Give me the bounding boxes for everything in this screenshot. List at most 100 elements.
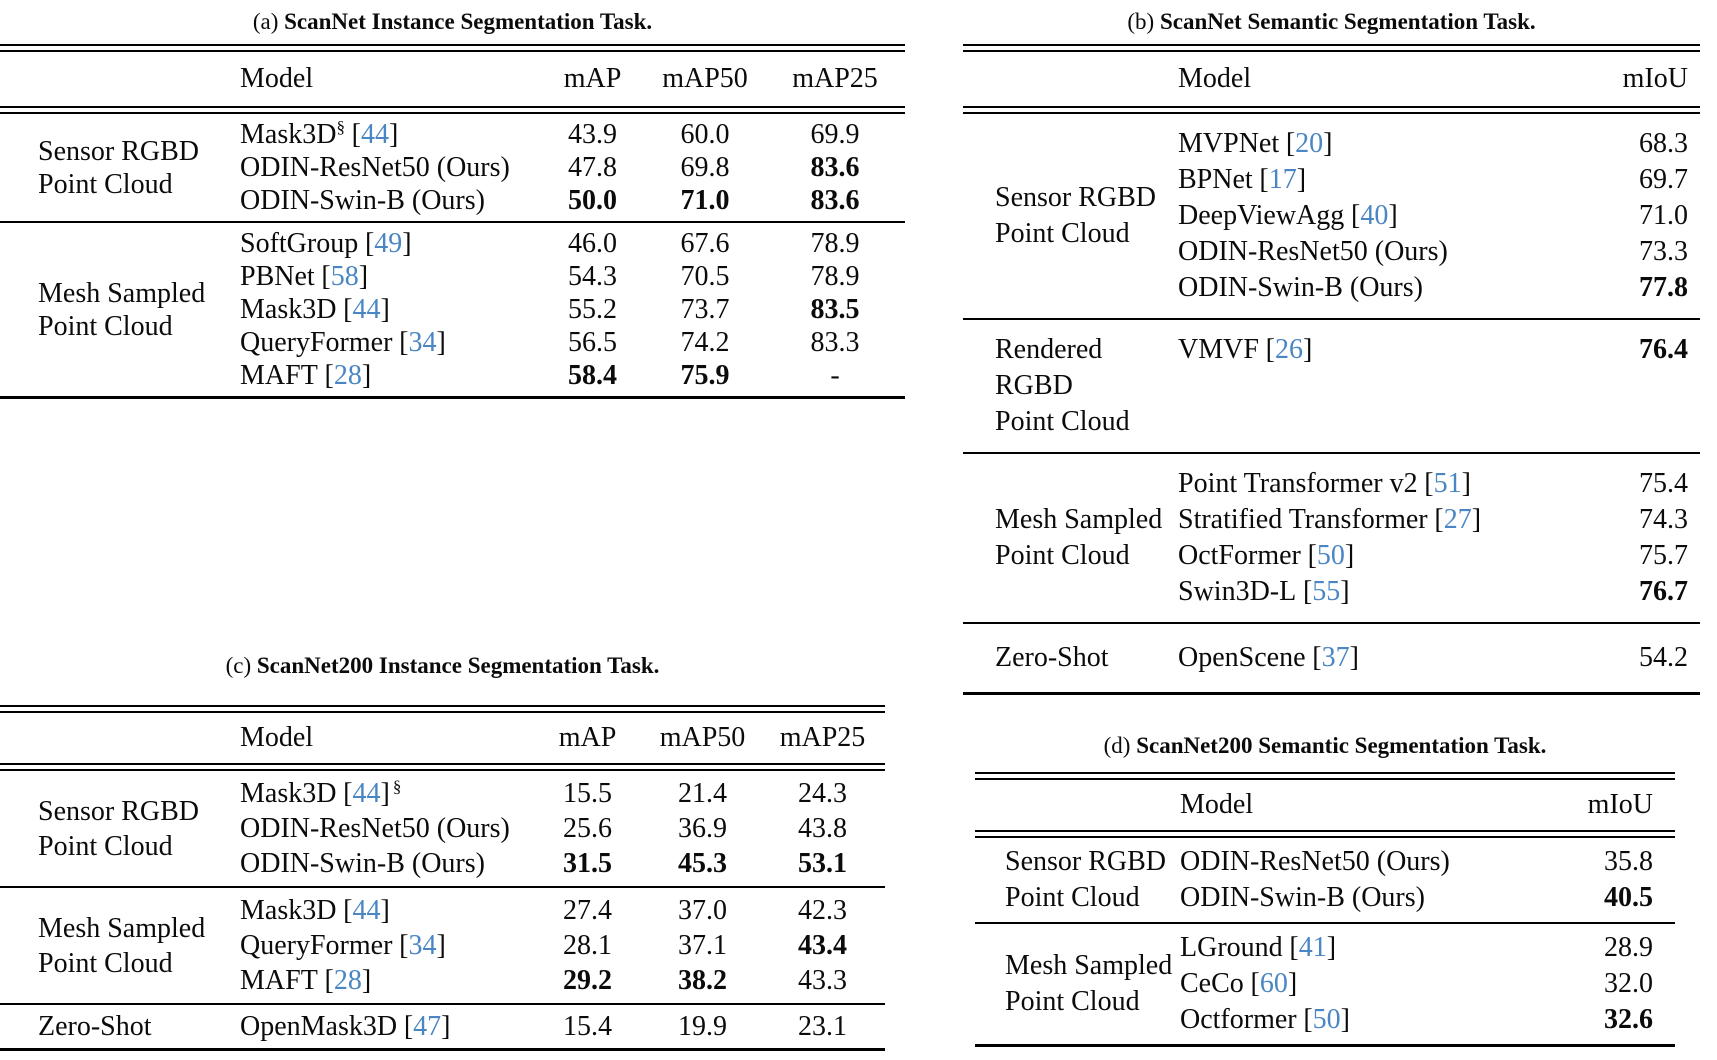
model-name: MAFT <box>240 360 318 391</box>
citation-link[interactable]: 55 <box>1303 576 1350 607</box>
model-name: OctFormer <box>1178 540 1301 571</box>
table-rule-header <box>0 763 885 771</box>
map50-value: 67.6 <box>680 228 730 259</box>
citation-link[interactable]: 26 <box>1266 334 1313 365</box>
citation-link[interactable]: 50 <box>1303 1004 1350 1035</box>
model-name: Mask3D <box>240 294 337 325</box>
citation-link[interactable]: 34 <box>399 327 446 358</box>
table-row: Octformer50 32.6 <box>1180 1002 1675 1038</box>
map50-value: 70.5 <box>680 261 730 292</box>
map50-value: 36.9 <box>678 813 727 844</box>
citation-link[interactable]: 44 <box>343 895 390 926</box>
citation-link[interactable]: 44 <box>343 294 390 325</box>
group-label: Sensor RGBD Point Cloud <box>38 795 200 862</box>
map25-value: 42.3 <box>798 895 847 926</box>
table-row: ODIN-ResNet50 (Ours) 35.8 <box>1180 844 1675 880</box>
map50-value: 75.9 <box>680 360 730 391</box>
group-label: Zero-Shot <box>995 642 1109 673</box>
map50-value: 73.7 <box>680 294 730 325</box>
column-header: mAP25 <box>779 722 866 753</box>
model-cell: OctFormer50 <box>1178 538 1538 574</box>
map25-value: 83.3 <box>810 327 860 358</box>
table-row: ODIN-Swin-B (Ours) 77.8 <box>1178 270 1700 306</box>
map25-value: 43.8 <box>798 813 847 844</box>
model-name: Mask3D <box>240 778 337 809</box>
miou-value: 75.7 <box>1639 540 1688 571</box>
citation-link[interactable]: 40 <box>1351 200 1398 231</box>
map-value: 15.4 <box>563 1011 612 1042</box>
model-name: ODIN-ResNet50 (Ours) <box>240 152 510 183</box>
map-value: 29.2 <box>563 965 612 996</box>
model-cell: PBNet58 <box>240 260 540 293</box>
miou-value: 28.9 <box>1604 932 1653 963</box>
citation-link[interactable]: 17 <box>1259 164 1306 195</box>
citation-link[interactable]: 41 <box>1289 932 1336 963</box>
model-cell: MAFT28 <box>240 359 540 392</box>
map-value: 50.0 <box>568 185 617 216</box>
model-cell: ODIN-ResNet50 (Ours) <box>1178 234 1538 270</box>
miou-value: 68.3 <box>1639 128 1688 159</box>
citation-link[interactable]: 50 <box>1308 540 1355 571</box>
map50-value: 37.0 <box>678 895 727 926</box>
table-row: Mask3D44 27.4 37.0 42.3 <box>240 893 885 928</box>
citation-link[interactable]: 44 <box>343 778 390 809</box>
map-value: 54.3 <box>568 261 617 292</box>
miou-value: 74.3 <box>1639 504 1688 535</box>
table-row: Mask3D44§ 15.5 21.4 24.3 <box>240 776 885 811</box>
column-header: mAP25 <box>792 63 878 94</box>
citation-link[interactable]: 28 <box>325 965 372 996</box>
section-mark: § <box>392 776 402 796</box>
table-rule-group <box>0 1003 885 1005</box>
citation-link[interactable]: 47 <box>404 1011 451 1042</box>
table-rule-header <box>0 106 905 114</box>
model-cell: Mask3D44 <box>240 893 530 928</box>
table-row: ODIN-ResNet50 (Ours) 47.8 69.8 83.6 <box>240 151 905 184</box>
table-rule-bottom <box>0 1048 885 1051</box>
table-rule-top <box>0 44 905 52</box>
model-cell: OpenScene37 <box>1178 640 1538 676</box>
citation-link[interactable]: 20 <box>1286 128 1333 159</box>
model-cell: ODIN-Swin-B (Ours) <box>1180 880 1530 916</box>
table-rule-top <box>963 44 1700 52</box>
map25-value: 83.5 <box>810 294 860 325</box>
map-value: 47.8 <box>568 152 617 183</box>
map-value: 28.1 <box>563 930 612 961</box>
map50-value: 74.2 <box>680 327 730 358</box>
map25-value: 43.3 <box>798 965 847 996</box>
column-header: mAP50 <box>659 722 746 753</box>
miou-value: 35.8 <box>1604 846 1653 877</box>
group-label: Rendered RGBD Point Cloud <box>995 334 1130 437</box>
citation-link[interactable]: 51 <box>1424 468 1471 499</box>
table-row: Point Transformer v251 75.4 <box>1178 466 1700 502</box>
table-b-scannet-semantic: (b) ScanNet Semantic Segmentation Task. … <box>963 4 1700 695</box>
miou-value: 32.6 <box>1604 1004 1653 1035</box>
table-row: SoftGroup49 46.0 67.6 78.9 <box>240 227 905 260</box>
row-group-mesh-sampled: Mesh Sampled Point Cloud SoftGroup49 46.… <box>0 223 905 396</box>
column-header: Model <box>1178 63 1252 94</box>
model-name: ODIN-Swin-B (Ours) <box>240 185 485 216</box>
model-cell: CeCo60 <box>1180 966 1530 1002</box>
citation-link[interactable]: 37 <box>1312 642 1359 673</box>
citation-link[interactable]: 28 <box>325 360 372 391</box>
citation-link[interactable]: 60 <box>1251 968 1298 999</box>
citation-link[interactable]: 44 <box>352 119 399 150</box>
table-row: PBNet58 54.3 70.5 78.9 <box>240 260 905 293</box>
citation-link[interactable]: 58 <box>321 261 368 292</box>
table-rule-bottom <box>963 692 1700 695</box>
model-cell: LGround41 <box>1180 930 1530 966</box>
citation-link[interactable]: 27 <box>1434 504 1481 535</box>
model-name: VMVF <box>1178 334 1259 365</box>
group-label: Sensor RGBD Point Cloud <box>1005 846 1167 913</box>
map-value: 27.4 <box>563 895 612 926</box>
table-row: MVPNet20 68.3 <box>1178 126 1700 162</box>
map25-value: 24.3 <box>798 778 847 809</box>
model-name: QueryFormer <box>240 930 393 961</box>
citation-link[interactable]: 49 <box>365 228 412 259</box>
model-cell: ODIN-Swin-B (Ours) <box>240 846 530 881</box>
citation-link[interactable]: 34 <box>399 930 446 961</box>
miou-value: 40.5 <box>1604 882 1653 913</box>
model-cell: SoftGroup49 <box>240 227 540 260</box>
map-value: 46.0 <box>568 228 617 259</box>
model-cell: OpenMask3D47 <box>240 1009 530 1044</box>
model-name: BPNet <box>1178 164 1253 195</box>
